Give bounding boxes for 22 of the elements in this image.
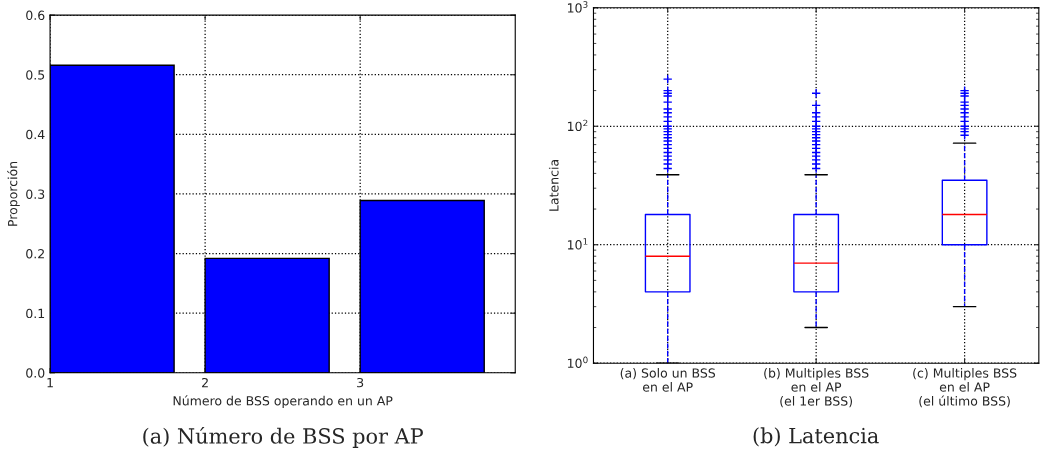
y-tick-label: 0.4 [26, 129, 45, 140]
y-tick-label: 10$^{3}$ [567, 1, 588, 13]
x-tick-label: (b) Multiples BSS en el AP (el 1er BSS) [764, 368, 869, 408]
y-tick-label: 0.5 [26, 70, 45, 80]
x-tick-label: (c) Multiples BSS en el AP (el último BSS) [913, 368, 1017, 408]
text: (a) Número de BSS por AP [143, 426, 423, 448]
x-axis-title: Número de BSS operando en un AP [173, 395, 393, 408]
text: (b) Latencia [753, 427, 879, 447]
y-tick-label: 0.2 [26, 249, 44, 259]
y-tick-label: 10$^{0}$ [567, 356, 588, 369]
y-tick-label: 0.1 [26, 308, 45, 319]
x-tick-label: 1 [47, 378, 53, 388]
y-tick-label: 0.3 [26, 189, 45, 199]
y-axis-title: Latencia [548, 160, 559, 211]
x-tick-label: 3 [357, 377, 364, 388]
y-tick-label: 0.6 [26, 10, 45, 21]
y-tick-label: 10$^{2}$ [567, 119, 588, 132]
x-tick-label: 2 [202, 377, 208, 388]
y-tick-label: 0.0 [26, 368, 45, 378]
y-tick-label: 10$^{1}$ [567, 238, 588, 250]
y-axis-title: Proporción [7, 161, 20, 226]
x-tick-label: (a) Solo un BSS en el AP [620, 368, 716, 392]
